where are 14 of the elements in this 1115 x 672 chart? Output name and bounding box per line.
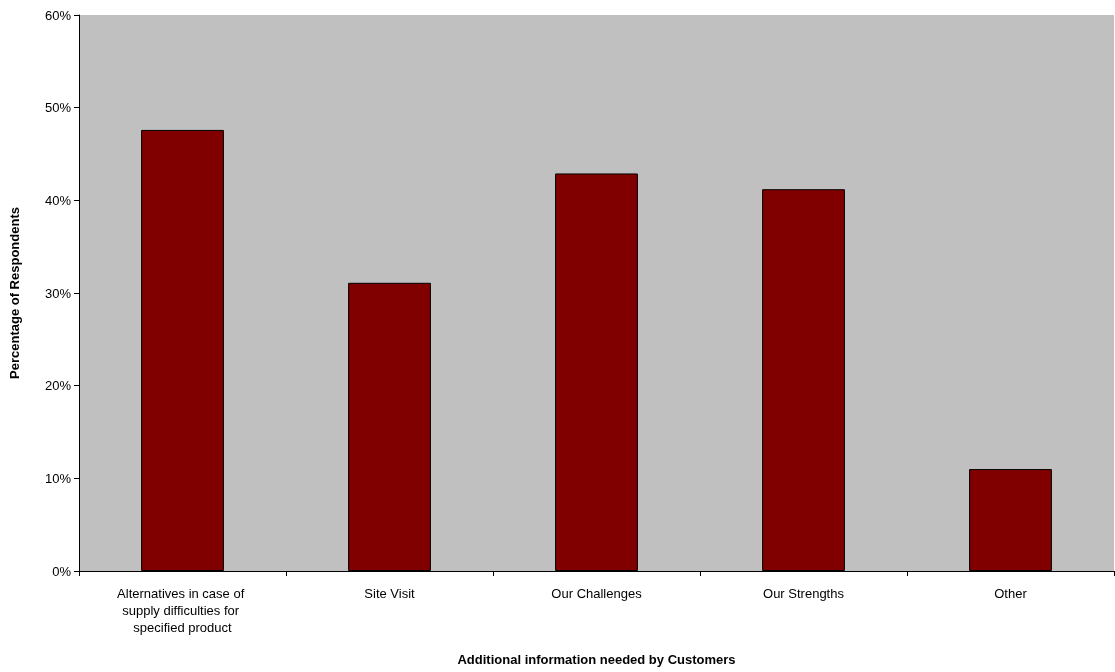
y-tick-label: 10% <box>44 470 72 486</box>
x-tick-label: Other <box>994 586 1028 601</box>
x-tick-label: Site Visit <box>364 586 416 601</box>
y-tick-label: 60% <box>44 7 72 23</box>
y-tick-label: 40% <box>44 192 72 208</box>
y-tick-label: 20% <box>44 378 72 394</box>
y-tick-label: 50% <box>44 100 72 116</box>
x-axis-title: Additional information needed by Customers <box>457 652 736 667</box>
x-tick-label: Alternatives in case of supply difficulties for specified product <box>117 586 248 635</box>
y-axis-title: Percentage of Respondents <box>7 207 22 379</box>
x-tick-label: Our Challenges <box>551 586 643 601</box>
y-tick-label: 0% <box>52 563 72 579</box>
y-tick-label: 30% <box>44 285 72 301</box>
x-tick-label: Our Strengths <box>763 586 845 601</box>
